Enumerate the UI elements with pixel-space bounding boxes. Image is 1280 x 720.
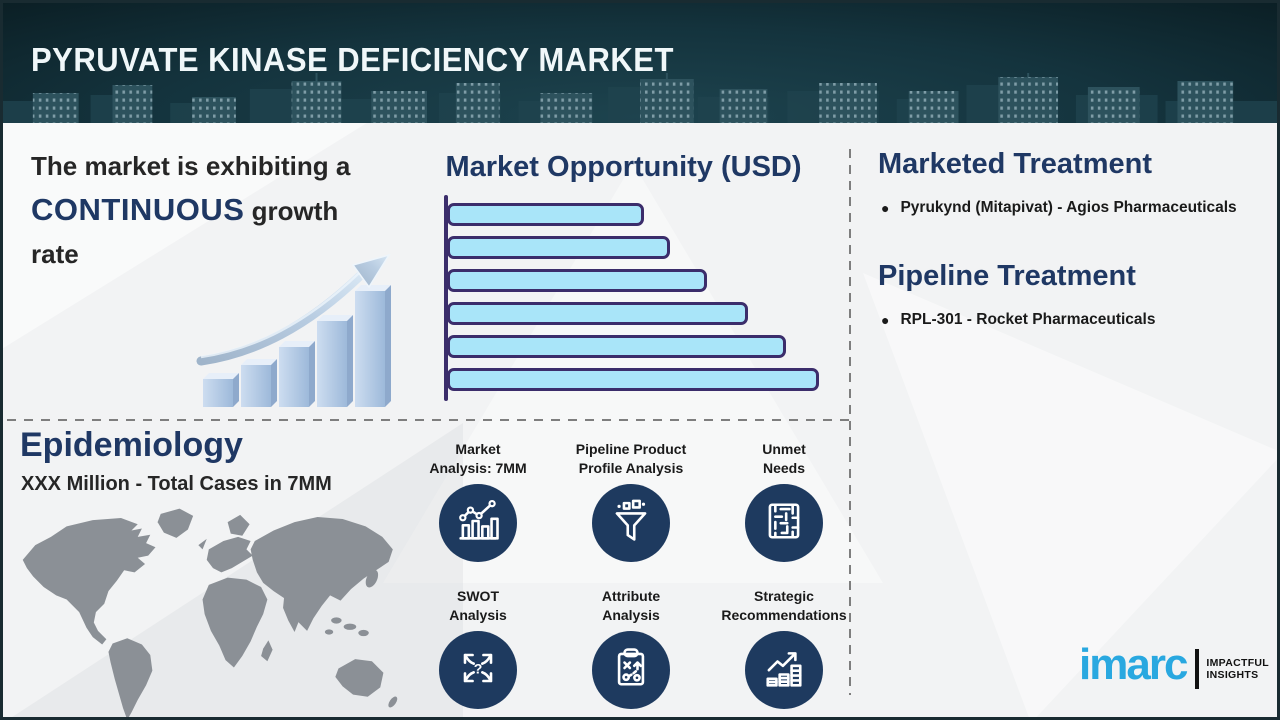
horizontal-dashed-divider (7, 419, 849, 421)
feature-swot-analysis: SWOT Analysis ? (403, 587, 553, 709)
growth-statement: The market is exhibiting a CONTINUOUS gr… (31, 145, 376, 276)
growth-arrow-bars-icon (758, 642, 810, 699)
feature-label: Market (455, 441, 501, 457)
statement-line3: rate (31, 239, 79, 269)
feature-label: Pipeline Product (575, 441, 687, 457)
funnel-icon (605, 495, 657, 552)
feature-circle (745, 631, 823, 709)
market-opportunity-bar (447, 203, 645, 226)
pipeline-treatment-heading: Pipeline Treatment (878, 260, 1136, 292)
imarc-wordmark: imarc (1079, 640, 1188, 689)
bar-chart-trend-icon (452, 495, 504, 552)
marketed-treatment-heading: Marketed Treatment (878, 148, 1152, 180)
feature-strategic-recommendations: Strategic Recommendations (705, 587, 863, 709)
logo-tagline: IMPACTFUL INSIGHTS (1206, 657, 1269, 681)
market-opportunity-bar (447, 302, 749, 325)
header-banner: PYRUVATE KINASE DEFICIENCY MARKET (3, 3, 1277, 123)
growth-bars-arrow-illustration (196, 253, 391, 407)
statement-highlight: CONTINUOUS (31, 192, 245, 227)
feature-attribute-analysis: Attribute Analysis (556, 587, 706, 709)
statement-line2: CONTINUOUS growth (31, 188, 376, 233)
feature-unmet-needs: Unmet Needs (709, 440, 859, 562)
feature-label: SWOT (457, 588, 499, 604)
clipboard-strategy-icon (605, 642, 657, 699)
city-skyline-illustration (3, 73, 1277, 123)
feature-label: Attribute (601, 588, 661, 604)
statement-line1: The market is exhibiting a (31, 151, 351, 181)
market-opportunity-bar (447, 335, 786, 358)
bullet-dot: ● (881, 312, 890, 328)
world-map (22, 508, 398, 717)
swot-arrows-icon: ? (452, 642, 504, 699)
chart-y-axis (444, 195, 448, 401)
pipeline-treatment-item: ● RPL-301 - Rocket Pharmaceuticals (881, 311, 1156, 328)
market-opportunity-chart (447, 203, 819, 401)
imarc-logo: imarc IMPACTFUL INSIGHTS (1079, 641, 1269, 689)
feature-circle (592, 631, 670, 709)
market-opportunity-bar (447, 368, 819, 391)
epidemiology-heading: Epidemiology (20, 426, 243, 464)
svg-text:?: ? (474, 660, 483, 676)
slide-body: The market is exhibiting a CONTINUOUS gr… (3, 123, 1277, 717)
feature-label: Unmet (762, 441, 806, 457)
chart-title: Market Opportunity (USD) (445, 151, 802, 183)
page-title: PYRUVATE KINASE DEFICIENCY MARKET (31, 41, 674, 78)
bullet-dot: ● (881, 200, 890, 216)
epidemiology-subtitle: XXX Million - Total Cases in 7MM (21, 473, 332, 495)
feature-circle (592, 484, 670, 562)
feature-market-analysis: Market Analysis: 7MM (403, 440, 553, 562)
maze-icon (758, 495, 810, 552)
market-opportunity-bar (447, 236, 671, 259)
statement-line2-rest: growth (244, 196, 339, 226)
feature-pipeline-product: Pipeline Product Profile Analysis (556, 440, 706, 562)
logo-divider (1195, 649, 1200, 689)
feature-circle (745, 484, 823, 562)
feature-circle (439, 484, 517, 562)
vertical-dashed-divider (849, 149, 851, 695)
feature-circle: ? (439, 631, 517, 709)
market-opportunity-bar (447, 269, 708, 292)
feature-label: Strategic (754, 588, 814, 604)
marketed-treatment-item: ● Pyrukynd (Mitapivat) - Agios Pharmaceu… (881, 199, 1237, 216)
